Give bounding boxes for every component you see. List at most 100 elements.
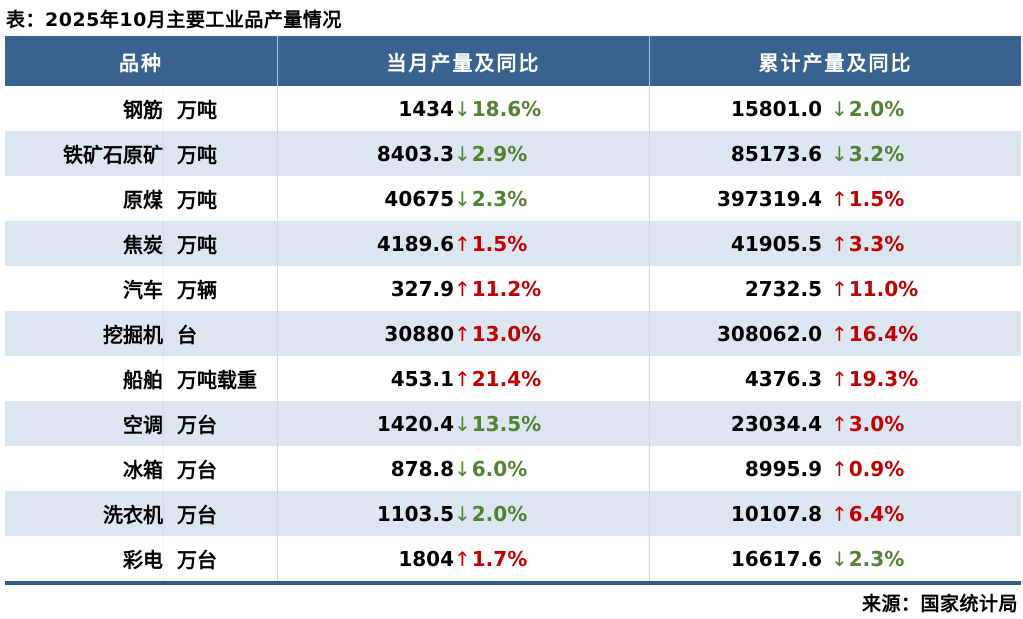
yoy-change: ↓ 2.9% xyxy=(454,141,528,166)
monthly-value-cell: 1804 ↑ 1.7% xyxy=(277,536,649,581)
production-value: 1804 xyxy=(398,546,454,571)
yoy-change: ↑ 0.9% xyxy=(831,456,905,481)
product-unit: 万台 xyxy=(163,446,277,491)
production-value: 10107.8 xyxy=(730,501,822,526)
arrow-down-icon: ↓ xyxy=(454,456,471,481)
yoy-change: ↓ 2.3% xyxy=(831,546,905,571)
product-cell: 铁矿石原矿 万吨 xyxy=(5,131,277,176)
production-value: 453.1 xyxy=(390,366,454,391)
cumulative-value-cell: 2732.5 ↑ 11.0% xyxy=(649,266,1021,311)
product-unit: 万吨 xyxy=(163,86,277,131)
yoy-change: ↑ 3.0% xyxy=(831,411,905,436)
arrow-up-icon: ↑ xyxy=(831,276,848,301)
production-value: 1103.5 xyxy=(376,501,454,526)
page-title: 表：2025年10月主要工业品产量情况 xyxy=(6,9,342,31)
monthly-value-cell: 453.1 ↑ 21.4% xyxy=(277,356,649,401)
monthly-value-cell: 30880 ↑ 13.0% xyxy=(277,311,649,356)
yoy-change: ↓ 2.0% xyxy=(831,96,905,121)
product-name: 船舶 xyxy=(123,368,163,392)
product-name: 铁矿石原矿 xyxy=(63,143,163,167)
arrow-up-icon: ↑ xyxy=(454,231,471,256)
product-cell: 焦炭 万吨 xyxy=(5,221,277,266)
product-name: 汽车 xyxy=(123,278,163,302)
arrow-up-icon: ↑ xyxy=(831,411,848,436)
yoy-change: ↑ 11.0% xyxy=(831,276,919,301)
table-header-row: 品种 当月产量及同比 累计产量及同比 xyxy=(5,36,1021,86)
production-value: 23034.4 xyxy=(730,411,822,436)
product-cell: 洗衣机 万台 xyxy=(5,491,277,536)
table-row: 船舶 万吨载重 453.1 ↑ 21.4% 4376.3 ↑ 19.3% xyxy=(5,356,1021,401)
monthly-value-cell: 1103.5 ↓ 2.0% xyxy=(277,491,649,536)
product-unit: 万台 xyxy=(163,536,277,581)
yoy-change: ↓ 13.5% xyxy=(454,411,542,436)
table-row: 冰箱 万台 878.8 ↓ 6.0% 8995.9 ↑ 0.9% xyxy=(5,446,1021,491)
table-row: 钢筋 万吨 1434 ↓ 18.6% 15801.0 ↓ 2.0% xyxy=(5,86,1021,131)
table-row: 铁矿石原矿 万吨 8403.3 ↓ 2.9% 85173.6 ↓ 3.2% xyxy=(5,131,1021,176)
arrow-up-icon: ↑ xyxy=(454,366,471,391)
cumulative-value-cell: 8995.9 ↑ 0.9% xyxy=(649,446,1021,491)
source-note: 来源：国家统计局 xyxy=(861,593,1018,615)
product-name: 钢筋 xyxy=(123,98,163,122)
production-value: 30880 xyxy=(384,321,454,346)
product-name: 空调 xyxy=(123,413,163,437)
production-value: 40675 xyxy=(384,186,454,211)
cumulative-value-cell: 308062.0 ↑ 16.4% xyxy=(649,311,1021,356)
product-cell: 挖掘机 台 xyxy=(5,311,277,356)
yoy-change: ↓ 2.3% xyxy=(454,186,528,211)
product-name: 冰箱 xyxy=(123,458,163,482)
cumulative-value-cell: 16617.6 ↓ 2.3% xyxy=(649,536,1021,581)
production-value: 327.9 xyxy=(390,276,454,301)
arrow-down-icon: ↓ xyxy=(454,411,471,436)
cumulative-value-cell: 4376.3 ↑ 19.3% xyxy=(649,356,1021,401)
yoy-change: ↑ 21.4% xyxy=(454,366,542,391)
production-table: 品种 当月产量及同比 累计产量及同比 钢筋 万吨 1434 ↓ 18.6% 158… xyxy=(5,36,1021,585)
column-header-product: 品种 xyxy=(119,50,163,75)
yoy-change: ↑ 1.5% xyxy=(831,186,905,211)
table-row: 洗衣机 万台 1103.5 ↓ 2.0% 10107.8 ↑ 6.4% xyxy=(5,491,1021,536)
yoy-change: ↓ 6.0% xyxy=(454,456,528,481)
product-name: 焦炭 xyxy=(123,233,163,257)
cumulative-value-cell: 41905.5 ↑ 3.3% xyxy=(649,221,1021,266)
product-name: 洗衣机 xyxy=(103,503,163,527)
product-unit: 万台 xyxy=(163,401,277,446)
production-value: 41905.5 xyxy=(730,231,822,256)
monthly-value-cell: 327.9 ↑ 11.2% xyxy=(277,266,649,311)
product-unit: 台 xyxy=(163,311,277,356)
yoy-change: ↓ 3.2% xyxy=(831,141,905,166)
arrow-up-icon: ↑ xyxy=(831,321,848,346)
column-header-monthly: 当月产量及同比 xyxy=(277,36,649,86)
table-row: 原煤 万吨 40675 ↓ 2.3% 397319.4 ↑ 1.5% xyxy=(5,176,1021,221)
table-row: 空调 万台 1420.4 ↓ 13.5% 23034.4 ↑ 3.0% xyxy=(5,401,1021,446)
arrow-down-icon: ↓ xyxy=(454,141,471,166)
yoy-change: ↑ 1.7% xyxy=(454,546,528,571)
production-value: 15801.0 xyxy=(730,96,822,121)
monthly-value-cell: 40675 ↓ 2.3% xyxy=(277,176,649,221)
product-cell: 船舶 万吨载重 xyxy=(5,356,277,401)
yoy-change: ↑ 19.3% xyxy=(831,366,919,391)
arrow-up-icon: ↑ xyxy=(831,186,848,211)
product-cell: 汽车 万辆 xyxy=(5,266,277,311)
production-value: 4376.3 xyxy=(744,366,822,391)
production-value: 2732.5 xyxy=(744,276,822,301)
cumulative-value-cell: 10107.8 ↑ 6.4% xyxy=(649,491,1021,536)
cumulative-value-cell: 397319.4 ↑ 1.5% xyxy=(649,176,1021,221)
cumulative-value-cell: 23034.4 ↑ 3.0% xyxy=(649,401,1021,446)
table-row: 焦炭 万吨 4189.6 ↑ 1.5% 41905.5 ↑ 3.3% xyxy=(5,221,1021,266)
production-value: 16617.6 xyxy=(730,546,822,571)
column-header-cumulative: 累计产量及同比 xyxy=(649,36,1021,86)
product-unit: 万辆 xyxy=(163,266,277,311)
table-bottom-rule xyxy=(5,581,1021,585)
product-unit: 万吨 xyxy=(163,221,277,266)
production-value: 85173.6 xyxy=(730,141,822,166)
production-value: 308062.0 xyxy=(716,321,822,346)
table-row: 挖掘机 台 30880 ↑ 13.0% 308062.0 ↑ 16.4% xyxy=(5,311,1021,356)
yoy-change: ↑ 13.0% xyxy=(454,321,542,346)
product-cell: 空调 万台 xyxy=(5,401,277,446)
production-value: 8403.3 xyxy=(376,141,454,166)
arrow-down-icon: ↓ xyxy=(454,501,471,526)
product-cell: 彩电 万台 xyxy=(5,536,277,581)
production-value: 397319.4 xyxy=(716,186,822,211)
monthly-value-cell: 1434 ↓ 18.6% xyxy=(277,86,649,131)
cumulative-value-cell: 15801.0 ↓ 2.0% xyxy=(649,86,1021,131)
production-value: 1434 xyxy=(398,96,454,121)
